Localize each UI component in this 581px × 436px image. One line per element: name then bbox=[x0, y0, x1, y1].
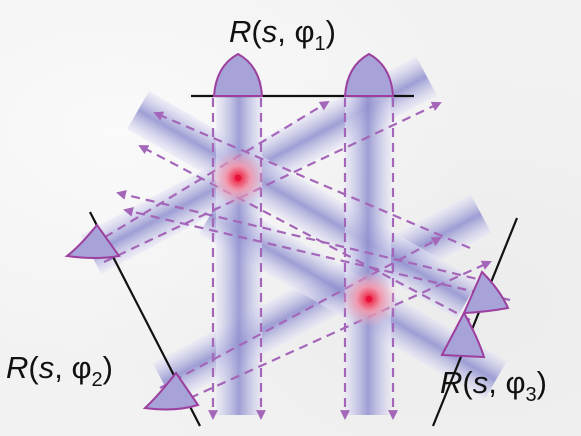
lens-right-lower bbox=[440, 310, 486, 359]
lens-left-upper bbox=[64, 223, 121, 259]
beam-top-right bbox=[345, 80, 391, 415]
lens-top-right bbox=[343, 52, 395, 97]
lenses bbox=[64, 52, 510, 411]
focus-upper bbox=[210, 150, 266, 206]
label-right: R(s, φ3) bbox=[440, 365, 547, 406]
beam-top-left bbox=[216, 80, 262, 415]
ray-arrows bbox=[91, 98, 511, 420]
label-top: R(s, φ1) bbox=[229, 14, 336, 55]
rail-right bbox=[431, 217, 519, 427]
lens-right-upper bbox=[462, 270, 510, 315]
lens-left-lower bbox=[142, 371, 200, 411]
label-left: R(s, φ2) bbox=[6, 350, 113, 391]
lens-top-left bbox=[212, 52, 264, 97]
focus-lower bbox=[341, 271, 397, 327]
